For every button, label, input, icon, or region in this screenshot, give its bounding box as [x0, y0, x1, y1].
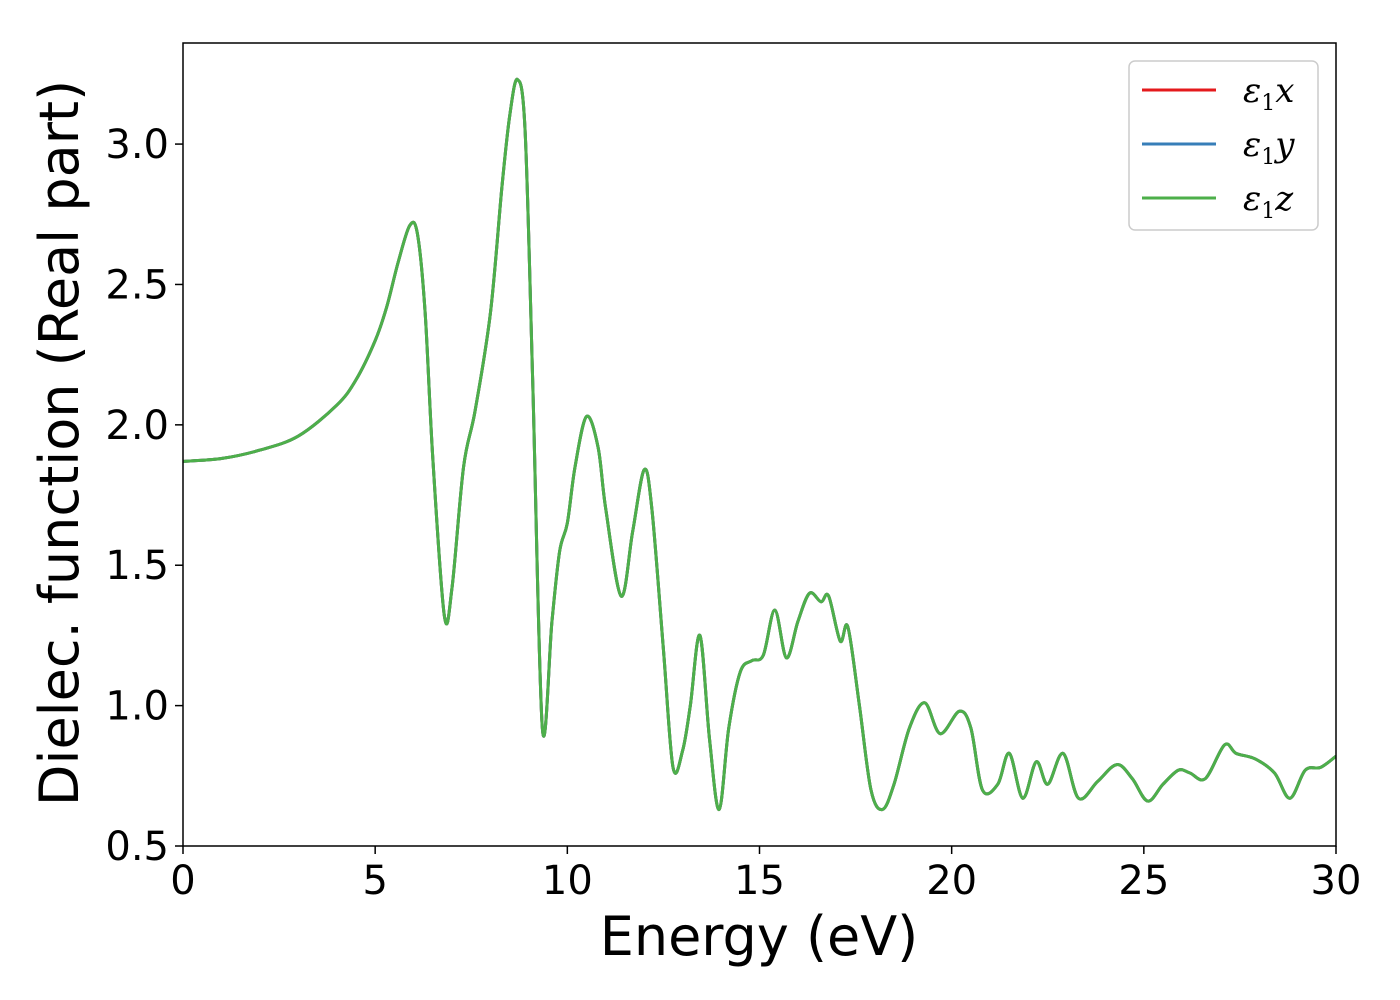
x-tick-label: 0 — [170, 858, 195, 904]
x-tick-label: 5 — [362, 858, 387, 904]
y-tick-label: 2.0 — [105, 403, 169, 449]
series-layer — [183, 77, 1336, 812]
legend-entry-x: ε1x — [1243, 71, 1294, 116]
x-tick-label: 10 — [542, 858, 593, 904]
legend-box — [1128, 60, 1319, 231]
series-line-z — [183, 77, 1336, 812]
x-tick-label: 15 — [734, 858, 785, 904]
y-tick-label: 1.0 — [105, 684, 169, 730]
legend-component: z — [1274, 179, 1294, 219]
x-axis-title: Energy (eV) — [600, 905, 919, 968]
legend-subscript: 1 — [1261, 91, 1275, 116]
legend-symbol: ε — [1243, 125, 1261, 165]
y-tick-label: 0.5 — [105, 824, 169, 870]
y-tick-label: 1.5 — [105, 543, 169, 589]
legend-component: y — [1273, 125, 1295, 165]
legend-entry-z: ε1z — [1243, 179, 1294, 224]
legend-subscript: 1 — [1261, 145, 1275, 170]
y-axis-title: Dielec. function (Real part) — [28, 80, 91, 806]
y-tick-label: 2.5 — [105, 262, 169, 308]
x-tick-label: 30 — [1311, 858, 1362, 904]
legend-entry-y: ε1y — [1243, 125, 1295, 170]
legend-component: x — [1275, 71, 1294, 111]
legend-symbol: ε — [1243, 71, 1261, 111]
x-tick-label: 20 — [926, 858, 977, 904]
x-tick-label: 25 — [1118, 858, 1169, 904]
axes-layer: 0 5 10 15 20 25 30 0.5 1.0 1.5 2.0 2.5 3.0 — [105, 42, 1362, 904]
legend-symbol: ε — [1243, 179, 1261, 219]
legend-subscript: 1 — [1261, 199, 1275, 224]
y-tick-label: 3.0 — [105, 122, 169, 168]
